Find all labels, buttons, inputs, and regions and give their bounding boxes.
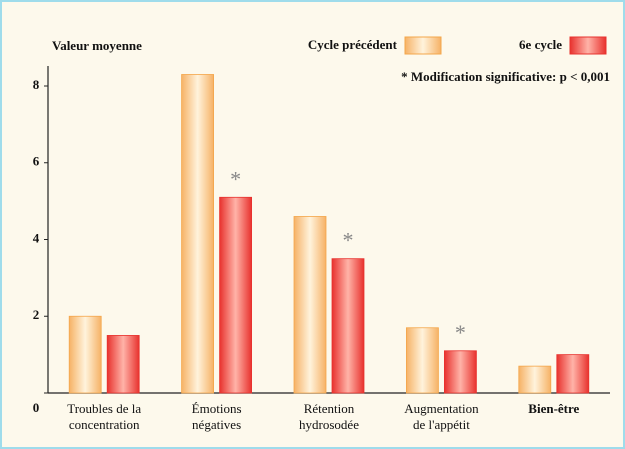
bar [68, 315, 102, 394]
x-tick-label: Émotions [192, 401, 242, 416]
bar [106, 335, 140, 394]
x-tick-label: concentration [69, 417, 140, 432]
legend-label: Cycle précédent [308, 37, 398, 52]
note: * Modification significative: p < 0,001 [401, 69, 610, 84]
x-tick-label: négatives [192, 417, 241, 432]
bar [518, 365, 552, 394]
x-tick-label: Bien-être [528, 401, 579, 416]
y-axis-label: Valeur moyenne [52, 38, 142, 53]
x-tick-label: Troubles de la [67, 401, 141, 416]
significance-marker: * [230, 166, 241, 191]
bar [293, 216, 327, 394]
bar [556, 354, 590, 394]
bar [219, 196, 253, 394]
x-tick-label: de l'appétit [413, 417, 470, 432]
bar [405, 327, 439, 394]
x-tick-label: Augmentation [404, 401, 479, 416]
significance-marker: * [343, 228, 354, 253]
bar [443, 350, 477, 394]
legend-swatch [404, 36, 442, 55]
significance-marker: * [455, 320, 466, 345]
bar [181, 74, 215, 394]
y-tick-label: 0 [33, 400, 40, 415]
y-tick-label: 8 [33, 77, 40, 92]
y-tick-label: 2 [33, 307, 40, 322]
legend-swatch [569, 36, 607, 55]
y-tick-label: 4 [33, 230, 40, 245]
legend-label: 6e cycle [519, 37, 562, 52]
x-tick-label: hydrosodée [299, 417, 359, 432]
bar [331, 258, 365, 394]
x-tick-label: Rétention [304, 401, 355, 416]
y-tick-label: 6 [33, 154, 40, 169]
